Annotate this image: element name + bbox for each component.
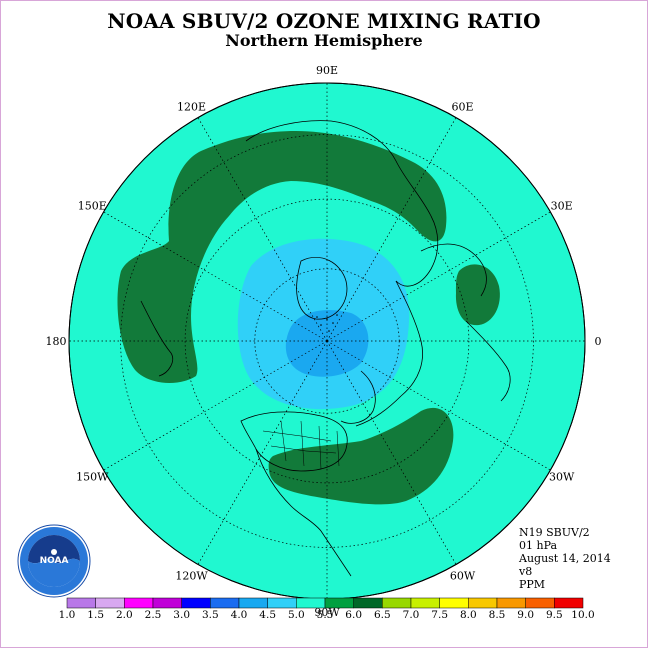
colorbar-tick-label: 1.0 bbox=[58, 609, 76, 621]
colorbar-swatch bbox=[181, 597, 211, 609]
coastlines bbox=[140, 120, 511, 577]
page-title: NOAA SBUV/2 OZONE MIXING RATIO bbox=[107, 9, 541, 33]
colorbar-swatch bbox=[439, 597, 469, 609]
longitude-label: 60W bbox=[450, 570, 476, 583]
colorbar bbox=[66, 597, 584, 609]
meridian-line bbox=[326, 211, 551, 342]
colorbar-swatch bbox=[238, 597, 268, 609]
longitude-label: 30E bbox=[551, 200, 573, 213]
latitude-circle bbox=[184, 198, 470, 484]
meridian-line bbox=[326, 340, 457, 565]
colorbar-tick-label: 3.5 bbox=[201, 609, 219, 621]
longitude-label: 120W bbox=[175, 570, 208, 583]
longitude-label: 90E bbox=[316, 64, 338, 77]
colorbar-tick-label: 7.5 bbox=[431, 609, 449, 621]
colorbar-swatch bbox=[296, 597, 326, 609]
svg-text:NOAA: NOAA bbox=[40, 556, 69, 566]
colorbar-tick-label: 9.0 bbox=[517, 609, 535, 621]
metadata-panel: N19 SBUV/2 01 hPa August 14, 2014 v8 PPM bbox=[519, 526, 611, 591]
pole-dots bbox=[316, 314, 338, 332]
colorbar-tick-label: 4.0 bbox=[230, 609, 248, 621]
colorbar-swatch bbox=[124, 597, 154, 609]
latitude-circle bbox=[120, 134, 534, 548]
colorbar-tick-label: 9.5 bbox=[545, 609, 563, 621]
instrument-label: N19 SBUV/2 bbox=[519, 526, 590, 539]
contour-region-5-5-arc bbox=[117, 131, 447, 383]
longitude-label: 0 bbox=[595, 335, 602, 348]
longitude-label: 150W bbox=[76, 471, 109, 484]
colorbar-tick-label: 7.0 bbox=[402, 609, 420, 621]
pressure-level-label: 01 hPa bbox=[519, 539, 558, 552]
state-boundaries bbox=[262, 420, 340, 470]
contour-region-3-5 bbox=[285, 310, 369, 377]
noaa-logo: NOAA bbox=[17, 524, 91, 598]
version-label: v8 bbox=[519, 565, 533, 578]
colorbar-swatch bbox=[324, 597, 354, 609]
colorbar-swatch bbox=[382, 597, 412, 609]
page-subtitle: Northern Hemisphere bbox=[225, 31, 423, 50]
colorbar-tick-label: 5.5 bbox=[316, 609, 334, 621]
colorbar-tick-label: 8.5 bbox=[488, 609, 506, 621]
colorbar-tick-label: 2.0 bbox=[115, 609, 133, 621]
contour-region-5-5-europe bbox=[455, 264, 500, 326]
colorbar-tick-label: 8.0 bbox=[459, 609, 477, 621]
colorbar-swatch bbox=[496, 597, 526, 609]
meridian-line bbox=[197, 340, 328, 565]
units-label: PPM bbox=[519, 578, 546, 591]
meridian-line bbox=[326, 117, 457, 342]
longitude-label: 120E bbox=[177, 100, 206, 113]
colorbar-swatch bbox=[468, 597, 498, 609]
longitude-label: 90W bbox=[314, 606, 340, 619]
colorbar-swatch bbox=[554, 597, 584, 609]
longitude-label: 30W bbox=[549, 471, 575, 484]
longitude-label: 180 bbox=[46, 335, 67, 348]
colorbar-tick-label: 2.5 bbox=[144, 609, 162, 621]
colorbar-tick-label: 1.5 bbox=[87, 609, 105, 621]
colorbar-swatch bbox=[267, 597, 297, 609]
longitude-label: 60E bbox=[451, 100, 473, 113]
colorbar-swatch bbox=[410, 597, 440, 609]
date-label: August 14, 2014 bbox=[519, 552, 611, 565]
colorbar-tick-label: 6.0 bbox=[345, 609, 363, 621]
colorbar-tick-label: 6.5 bbox=[373, 609, 391, 621]
colorbar-tick-label: 5.0 bbox=[287, 609, 305, 621]
colorbar-swatch bbox=[152, 597, 182, 609]
colorbar-tick-label: 3.0 bbox=[173, 609, 191, 621]
colorbar-swatch bbox=[66, 597, 96, 609]
longitude-label: 150E bbox=[78, 200, 107, 213]
colorbar-swatch bbox=[525, 597, 555, 609]
colorbar-swatch bbox=[210, 597, 240, 609]
colorbar-swatch bbox=[353, 597, 383, 609]
colorbar-tick-label: 4.5 bbox=[259, 609, 277, 621]
colorbar-swatch bbox=[95, 597, 125, 609]
meridian-line bbox=[103, 340, 328, 471]
colorbar-tick-label: 10.0 bbox=[571, 609, 595, 621]
meridian-line bbox=[103, 211, 328, 342]
meridian-line bbox=[326, 340, 551, 471]
meridian-line bbox=[197, 117, 328, 342]
